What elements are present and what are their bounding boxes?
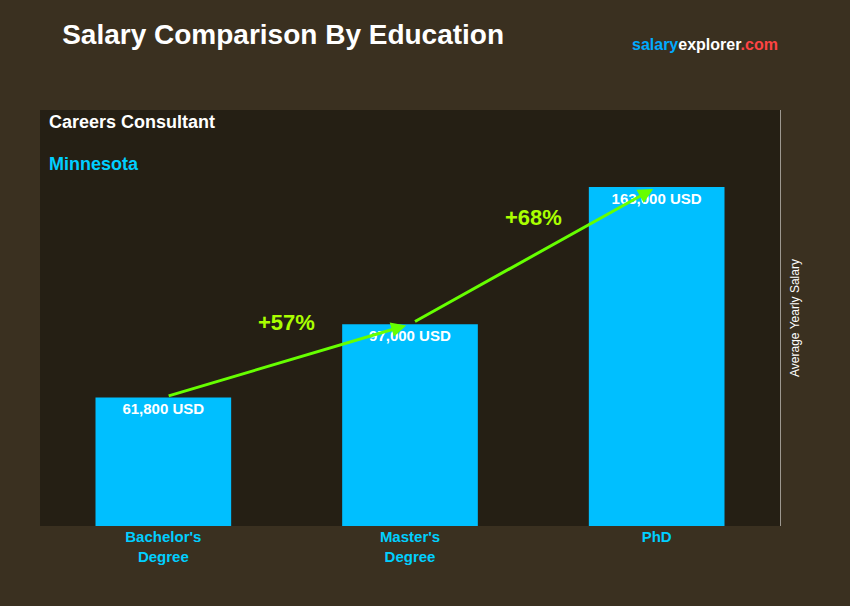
svg-text:Bachelor'sDegree: Bachelor'sDegree (125, 528, 201, 565)
svg-text:Careers Consultant: Careers Consultant (49, 112, 215, 132)
svg-text:Average Yearly Salary: Average Yearly Salary (788, 259, 802, 377)
svg-text:Minnesota: Minnesota (49, 154, 139, 174)
svg-text:salaryexplorer.com: salaryexplorer.com (632, 36, 778, 53)
svg-text:Master'sDegree: Master'sDegree (380, 528, 440, 565)
svg-text:+57%: +57% (258, 310, 315, 335)
svg-text:97,000 USD: 97,000 USD (369, 327, 451, 344)
svg-text:Salary Comparison By Education: Salary Comparison By Education (62, 19, 504, 50)
svg-text:+68%: +68% (505, 205, 562, 230)
svg-text:PhD: PhD (642, 528, 672, 545)
svg-text:163,000 USD: 163,000 USD (612, 190, 702, 207)
svg-text:61,800 USD: 61,800 USD (122, 400, 204, 417)
